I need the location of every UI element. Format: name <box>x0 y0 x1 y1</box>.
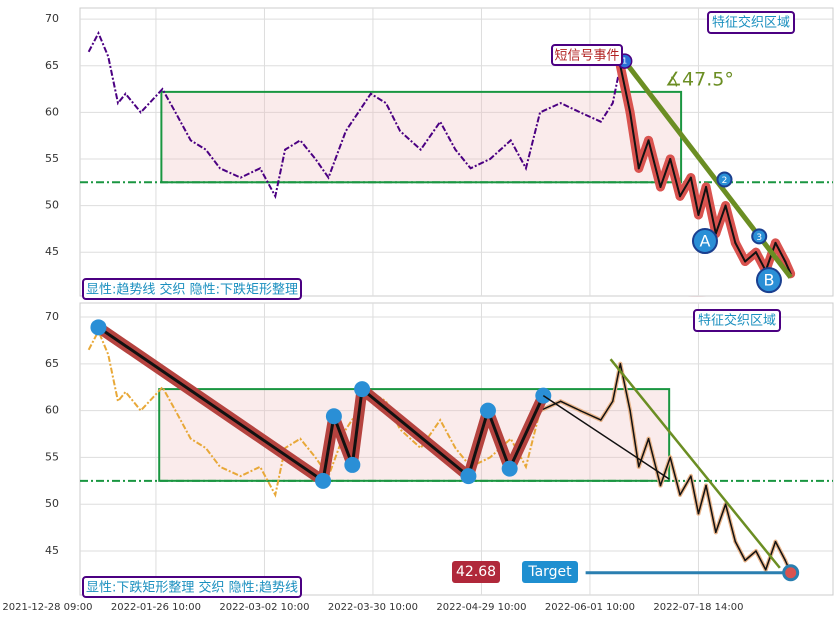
point-label: B <box>763 271 774 290</box>
signal-label: 短信号事件 <box>554 49 619 64</box>
line-tail <box>689 176 700 216</box>
target-value-box <box>452 561 500 583</box>
line-tail <box>629 111 640 170</box>
point-marker <box>716 171 733 188</box>
target-label: Target <box>527 564 572 580</box>
line-tail <box>659 157 672 188</box>
point-marker <box>751 228 768 245</box>
point-marker <box>755 267 782 294</box>
line-tail <box>764 241 777 272</box>
point-marker <box>691 228 718 255</box>
y-tick-label: 60 <box>45 404 59 417</box>
line-tail <box>724 503 737 543</box>
x-tick-label: 2022-03-30 10:00 <box>328 602 418 613</box>
line-tail <box>774 540 787 562</box>
line-tail <box>734 241 747 263</box>
label-box <box>82 278 302 300</box>
line-tail <box>714 204 727 235</box>
price-line <box>87 30 792 275</box>
target-point <box>782 564 800 582</box>
pivot <box>90 319 107 336</box>
pivot <box>501 460 518 477</box>
pivot <box>460 468 477 485</box>
line-tail <box>774 241 787 263</box>
pivot <box>344 456 361 473</box>
plot-area <box>79 302 834 596</box>
line-tail <box>619 64 632 114</box>
line-tail <box>755 550 767 571</box>
line-tail <box>724 204 737 244</box>
trendline <box>542 395 670 480</box>
pivot <box>325 408 342 425</box>
target-value: 42.68 <box>456 564 496 580</box>
line-tail <box>559 400 581 412</box>
line-tail <box>784 260 792 275</box>
y-tick-label: 45 <box>45 544 59 557</box>
y-tick-label: 45 <box>45 245 59 258</box>
line-tail <box>705 185 717 235</box>
y-tick-label: 65 <box>45 59 59 72</box>
target-box <box>522 561 578 583</box>
line-tail <box>754 251 767 272</box>
line-tail <box>690 475 700 515</box>
line-tail <box>697 185 708 216</box>
line-tail <box>600 400 614 421</box>
x-tick-label: 2022-07-18 14:00 <box>653 602 743 613</box>
label-box <box>82 576 302 598</box>
point-label: 2 <box>722 176 728 186</box>
line-tail <box>705 484 717 534</box>
line-tail <box>744 251 757 263</box>
signal-marker-label: 1 <box>622 57 627 66</box>
label-box <box>707 11 795 34</box>
line-tail <box>579 409 602 421</box>
region-label: 特征交织区域 <box>712 15 790 31</box>
pattern-label: 显性:下跌矩形整理 交织 隐性:趋势线 <box>86 580 298 596</box>
line-tail <box>637 139 650 170</box>
y-tick-label: 65 <box>45 357 59 370</box>
line-tail <box>638 437 650 468</box>
line-tail <box>669 456 681 496</box>
y-tick-label: 55 <box>45 152 59 165</box>
line-tail <box>697 484 707 515</box>
y-tick-label: 70 <box>45 310 59 323</box>
y-tick-label: 50 <box>45 199 59 212</box>
line-tail <box>539 400 562 412</box>
x-tick-label: 2022-04-29 10:00 <box>436 602 526 613</box>
line-tail <box>679 475 692 496</box>
line-tail <box>715 503 727 534</box>
y-tick-label: 70 <box>45 12 59 25</box>
line-tail <box>669 157 682 198</box>
x-tick-label: 2022-06-01 10:00 <box>545 602 635 613</box>
line-tail <box>659 456 671 487</box>
line-tail <box>744 550 757 562</box>
line-tail <box>647 437 662 487</box>
y-tick-label: 60 <box>45 105 59 118</box>
line-tail <box>647 139 662 188</box>
line-tail <box>679 176 692 198</box>
x-tick-label: 2021-12-28 09:00 <box>2 602 92 613</box>
trendline <box>609 358 781 569</box>
pivot <box>315 472 332 489</box>
point-label: A <box>699 232 710 251</box>
pattern-rect <box>160 90 683 184</box>
point-label: 3 <box>756 233 762 243</box>
y-tick-label: 50 <box>45 497 59 510</box>
line-tail <box>734 540 746 562</box>
pivot <box>354 381 371 398</box>
angle-label: ∡47.5° <box>665 69 734 91</box>
x-tick-label: 2022-01-26 10:00 <box>111 602 201 613</box>
pivot <box>479 402 496 419</box>
y-tick-label: 55 <box>45 450 59 463</box>
label-box <box>551 44 623 66</box>
pattern-label: 显性:趋势线 交织 隐性:下跌矩形整理 <box>86 282 298 298</box>
region-label: 特征交织区域 <box>698 313 776 329</box>
label-box <box>693 309 781 332</box>
x-tick-label: 2022-03-02 10:00 <box>219 602 309 613</box>
